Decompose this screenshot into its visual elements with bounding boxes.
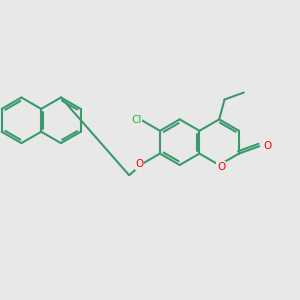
Text: O: O (217, 162, 225, 172)
Text: O: O (135, 159, 143, 169)
Text: Cl: Cl (131, 115, 142, 124)
Text: O: O (263, 141, 271, 151)
